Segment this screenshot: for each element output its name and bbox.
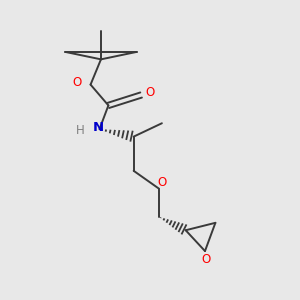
Text: O: O	[202, 254, 211, 266]
Text: O: O	[146, 85, 154, 98]
Text: H: H	[76, 124, 85, 137]
Text: O: O	[157, 176, 167, 189]
Text: O: O	[72, 76, 82, 89]
Text: N: N	[92, 121, 104, 134]
